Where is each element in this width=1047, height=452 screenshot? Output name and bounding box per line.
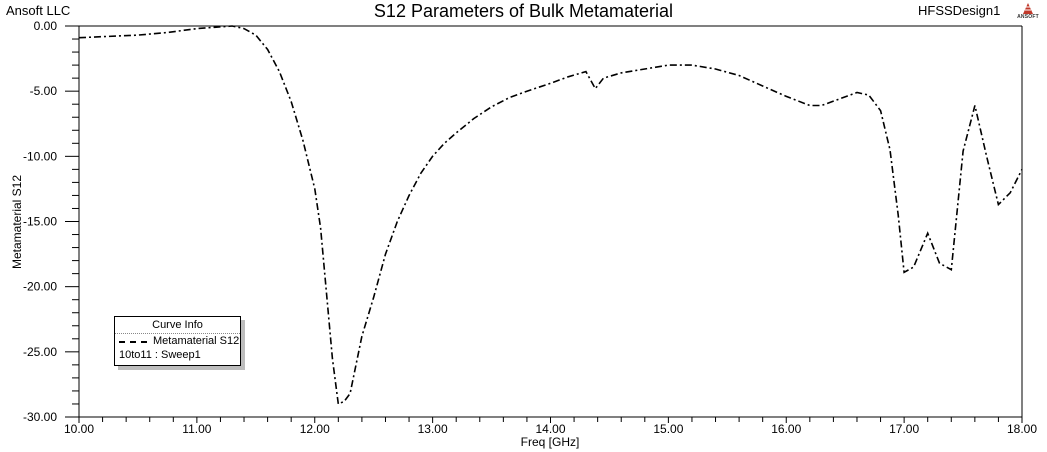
x-tick-label: 10.00 bbox=[64, 422, 94, 436]
logo-text: ANSOFT bbox=[1017, 14, 1039, 20]
x-tick-label: 12.00 bbox=[300, 422, 330, 436]
x-tick-label: 16.00 bbox=[771, 422, 801, 436]
company-label: Ansoft LLC bbox=[6, 3, 71, 18]
design-name: HFSSDesign1 bbox=[918, 3, 1001, 18]
legend-entry-label: Metamaterial S12 bbox=[153, 335, 240, 347]
legend-entry[interactable]: Metamaterial S12 bbox=[115, 334, 240, 348]
y-tick-label: -30.00 bbox=[23, 410, 57, 424]
y-tick-label: -10.00 bbox=[23, 149, 57, 163]
logo-icon bbox=[1023, 3, 1033, 14]
x-tick-label: 11.00 bbox=[182, 422, 211, 436]
legend-box[interactable]: Curve Info Metamaterial S12 10to11 : Swe… bbox=[114, 316, 241, 366]
x-tick-label: 17.00 bbox=[889, 422, 919, 436]
y-tick-label: -25.00 bbox=[23, 345, 57, 359]
x-tick-label: 14.00 bbox=[535, 422, 565, 436]
ansoft-logo: ANSOFT bbox=[1014, 2, 1042, 22]
dash-dot-line-icon bbox=[119, 341, 147, 343]
y-axis-label: Metamaterial S12 bbox=[10, 175, 24, 269]
chart-title: S12 Parameters of Bulk Metamaterial bbox=[373, 1, 674, 21]
x-axis-label: Freq [GHz] bbox=[521, 435, 580, 449]
y-axis: 0.00 -5.00 -10.00 -15.00 -20.00 -25.00 -30.00 bbox=[23, 19, 79, 424]
x-tick-label: 15.00 bbox=[653, 422, 683, 436]
x-axis: 10.00 11.00 12.00 13.00 14.00 15.00 16.00 17.00… bbox=[64, 417, 1037, 436]
s12-curve bbox=[78, 25, 1023, 406]
legend-entry-sublabel: 10to11 : Sweep1 bbox=[119, 349, 201, 361]
x-tick-label: 18.00 bbox=[1007, 422, 1037, 436]
y-tick-label: -15.00 bbox=[23, 215, 57, 229]
y-tick-label: -5.00 bbox=[30, 84, 58, 98]
y-tick-label: -20.00 bbox=[23, 280, 57, 294]
y-tick-label: 0.00 bbox=[34, 19, 58, 33]
x-tick-label: 13.00 bbox=[418, 422, 448, 436]
legend-title: Curve Info bbox=[115, 317, 240, 334]
